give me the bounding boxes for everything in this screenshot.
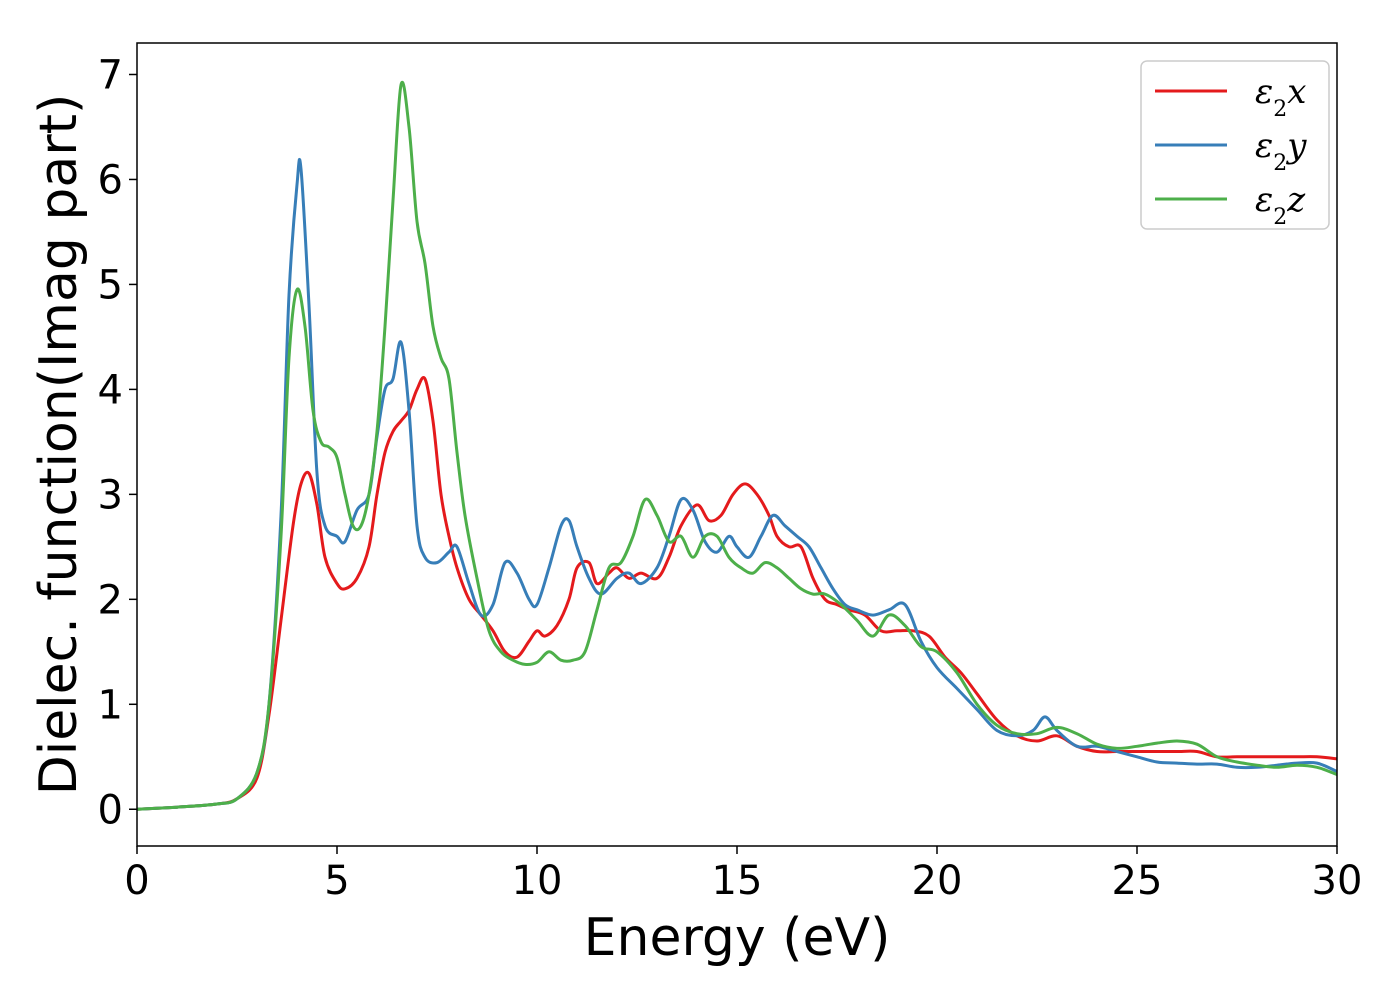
series-line-y — [136, 158, 1338, 811]
legend-box — [1140, 60, 1330, 230]
x-tick-label: 20 — [912, 858, 963, 904]
y-tick-label: 1 — [98, 682, 123, 728]
series-line-x — [136, 376, 1338, 811]
y-tick-label: 3 — [98, 472, 123, 518]
y-tick-label: 2 — [98, 577, 123, 623]
legend-label-y: ε2y — [1255, 126, 1307, 176]
x-tick-label: 15 — [712, 858, 763, 904]
x-tick-label: 10 — [512, 858, 563, 904]
series-line-z — [136, 80, 1338, 811]
legend-label-x: ε2x — [1255, 72, 1306, 122]
y-axis-title: Dielec. function(Imag part) — [29, 94, 89, 796]
y-tick-label: 0 — [98, 787, 123, 833]
y-tick-label: 6 — [98, 157, 123, 203]
y-tick-label: 4 — [98, 367, 123, 413]
x-tick-label: 0 — [124, 858, 149, 904]
y-tick-label: 5 — [98, 262, 123, 308]
x-tick-label: 5 — [324, 858, 349, 904]
plot-lines — [136, 80, 1338, 811]
x-axis-ticks: 0 5 10 15 20 25 30 — [124, 846, 1362, 904]
y-axis-ticks: 0 1 2 3 4 5 6 7 — [98, 52, 137, 833]
x-tick-label: 30 — [1312, 858, 1363, 904]
legend-label-z: ε2z — [1255, 180, 1306, 230]
y-tick-label: 7 — [98, 52, 123, 98]
x-axis-title: Energy (eV) — [584, 908, 891, 968]
x-tick-label: 25 — [1112, 858, 1163, 904]
